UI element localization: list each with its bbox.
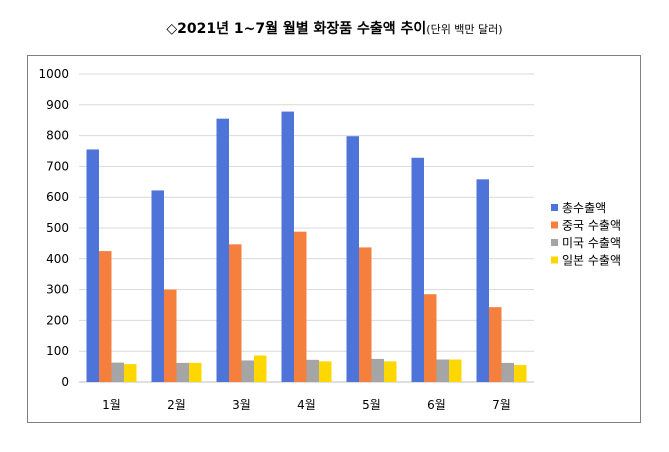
bar bbox=[151, 190, 164, 382]
chart-frame bbox=[27, 55, 641, 423]
bar bbox=[501, 362, 514, 382]
legend-swatch bbox=[551, 221, 558, 229]
y-tick-label: 0 bbox=[61, 375, 69, 389]
bar bbox=[424, 294, 437, 382]
bar bbox=[411, 157, 424, 382]
y-tick-label: 200 bbox=[46, 313, 69, 327]
legend-swatch bbox=[551, 239, 558, 246]
x-tick-label: 7월 bbox=[492, 398, 511, 412]
y-tick-label: 100 bbox=[46, 344, 69, 358]
bar bbox=[294, 231, 307, 382]
y-tick-label: 700 bbox=[46, 159, 69, 173]
bar bbox=[164, 289, 177, 382]
bar bbox=[176, 362, 189, 382]
bar bbox=[384, 361, 397, 382]
bar bbox=[229, 244, 242, 382]
bar bbox=[124, 364, 137, 382]
bar bbox=[371, 358, 384, 382]
y-tick-label: 1000 bbox=[38, 67, 69, 81]
chart-unit: (단위 백만 달러) bbox=[426, 23, 503, 36]
bar bbox=[189, 362, 202, 382]
x-tick-label: 2월 bbox=[167, 398, 186, 412]
bar bbox=[306, 359, 319, 382]
chart-title: ◇2021년 1~7월 월별 화장품 수출액 추이(단위 백만 달러) bbox=[0, 18, 669, 38]
y-tick-label: 300 bbox=[46, 283, 69, 297]
bar bbox=[99, 251, 112, 382]
legend-label: 미국 수출액 bbox=[562, 236, 621, 250]
y-tick-label: 900 bbox=[46, 98, 69, 112]
legend-label: 총수출액 bbox=[562, 201, 606, 215]
bar bbox=[346, 136, 359, 382]
bar bbox=[111, 362, 124, 382]
bar bbox=[281, 111, 294, 383]
bar bbox=[514, 365, 527, 382]
bar bbox=[436, 359, 449, 382]
y-tick-label: 600 bbox=[46, 190, 69, 204]
y-tick-label: 800 bbox=[46, 129, 69, 143]
bar bbox=[476, 179, 489, 382]
legend-swatch bbox=[551, 256, 558, 264]
bar bbox=[359, 247, 372, 382]
bar bbox=[241, 360, 254, 382]
legend-label: 중국 수출액 bbox=[562, 219, 621, 233]
legend-swatch bbox=[551, 204, 558, 211]
legend-label: 일본 수출액 bbox=[562, 254, 621, 268]
bar bbox=[449, 359, 462, 382]
chart-title-text: ◇2021년 1~7월 월별 화장품 수출액 추이 bbox=[166, 21, 427, 37]
x-tick-label: 5월 bbox=[362, 398, 381, 412]
bar bbox=[319, 361, 332, 382]
x-tick-label: 1월 bbox=[102, 398, 121, 412]
bar bbox=[216, 118, 229, 382]
x-tick-label: 6월 bbox=[427, 398, 446, 412]
y-tick-label: 400 bbox=[46, 252, 69, 266]
y-tick-label: 500 bbox=[46, 221, 69, 235]
bar bbox=[254, 355, 267, 382]
bar bbox=[489, 307, 502, 382]
bar bbox=[86, 149, 99, 382]
x-tick-label: 4월 bbox=[297, 398, 316, 412]
x-tick-label: 3월 bbox=[232, 398, 251, 412]
